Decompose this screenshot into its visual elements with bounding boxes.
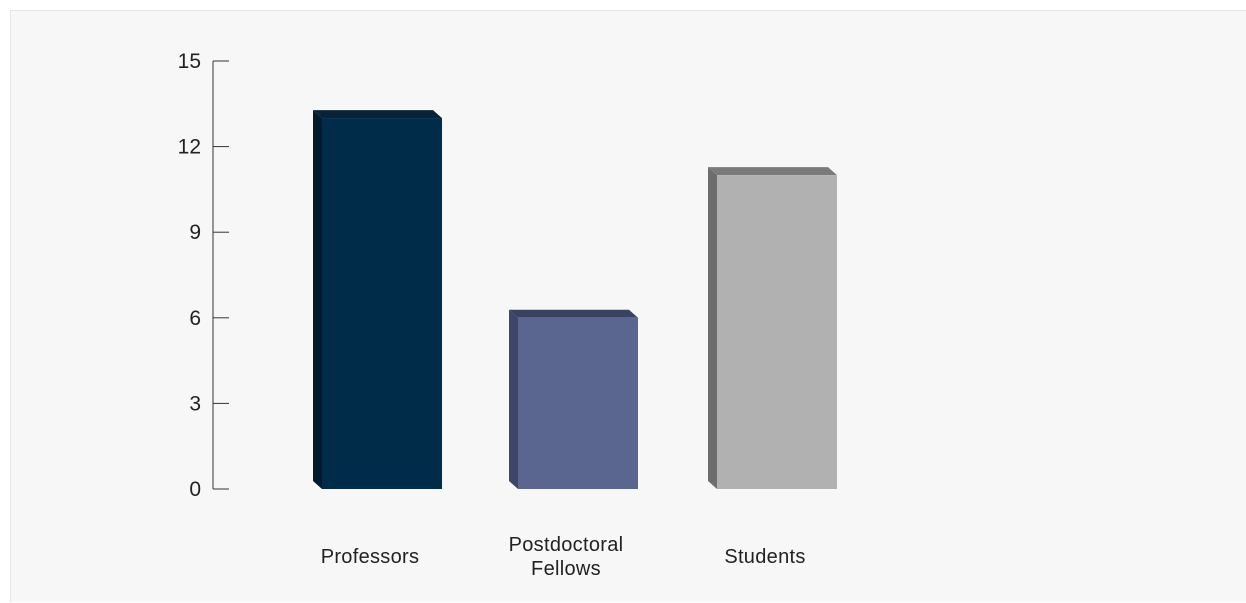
category-label-line: Students: [724, 546, 805, 568]
bar-side-face: [509, 309, 518, 489]
bar-front-face: [518, 317, 638, 489]
bar-top-face: [708, 167, 837, 176]
y-tick-label: 15: [178, 50, 201, 73]
category-label: Students: [724, 546, 805, 568]
bar-side-face: [313, 110, 322, 490]
bar-top-face: [509, 309, 638, 318]
chart-area: 0 3 6 9 12 15 Professors Postdoctoral Fellows St…: [10, 10, 1246, 602]
category-label-line: Fellows: [531, 558, 601, 580]
bar-postdoctoral-fellows: [509, 309, 638, 489]
category-label-line: Postdoctoral: [509, 534, 624, 556]
bar-professors: [313, 110, 442, 490]
category-label: Postdoctoral Fellows: [509, 534, 624, 580]
y-axis: 0 3 6 9 12 15: [178, 50, 229, 501]
bar-chart: 0 3 6 9 12 15 Professors Postdoctoral Fellows St…: [178, 50, 837, 580]
y-tick-label: 12: [178, 136, 201, 159]
y-tick-label: 0: [189, 478, 201, 501]
category-labels: Professors Postdoctoral Fellows Students: [321, 534, 806, 580]
bars: [313, 110, 837, 490]
category-label: Professors: [321, 546, 420, 568]
bar-front-face: [717, 175, 837, 489]
bar-top-face: [313, 110, 442, 119]
bar-students: [708, 167, 837, 489]
category-label-line: Professors: [321, 546, 420, 568]
bar-front-face: [322, 118, 442, 490]
bar-side-face: [708, 167, 717, 489]
y-tick-label: 6: [189, 307, 201, 330]
y-tick-label: 9: [189, 221, 201, 244]
y-tick-label: 3: [189, 392, 201, 415]
